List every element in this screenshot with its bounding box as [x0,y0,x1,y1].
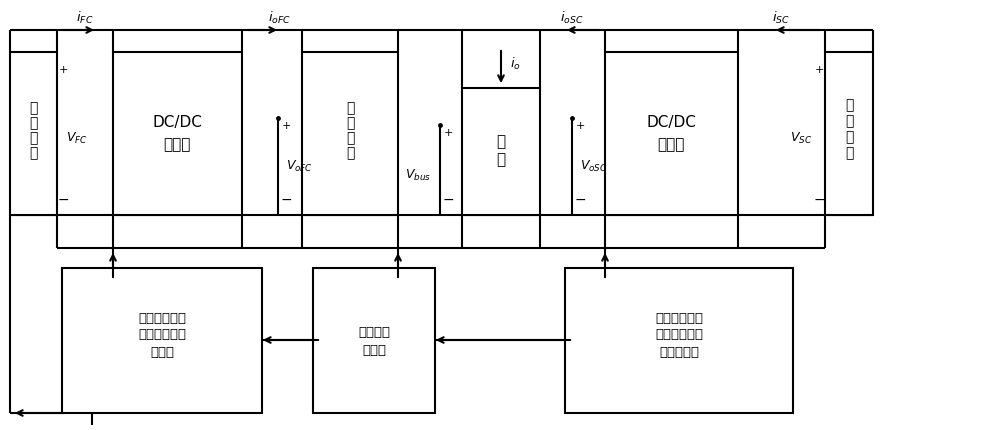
Text: $V_{bus}$: $V_{bus}$ [405,167,431,183]
Text: 下垂控制器: 下垂控制器 [659,345,699,359]
Text: 变换器: 变换器 [163,138,191,153]
Text: 载: 载 [496,153,506,168]
Text: 电: 电 [845,130,853,144]
Bar [313,268,435,413]
Text: −: − [57,193,69,207]
Text: 路: 路 [346,146,354,160]
Text: +: + [443,128,453,138]
Text: 卸荷电路: 卸荷电路 [358,326,390,338]
Text: 池: 池 [29,146,37,160]
Text: +: + [814,65,824,75]
Text: $i_{SC}$: $i_{SC}$ [772,10,790,26]
Bar [825,52,873,215]
Text: 容: 容 [845,146,853,160]
Text: −: − [813,193,825,207]
Text: +: + [281,121,291,131]
Text: $i_{FC}$: $i_{FC}$ [76,10,94,26]
Text: 料: 料 [29,116,37,130]
Text: 燃: 燃 [29,101,37,115]
Text: +: + [575,121,585,131]
Bar [605,52,738,215]
Text: −: − [574,193,586,207]
Text: 护的虚拟电容: 护的虚拟电容 [655,329,703,341]
Text: DC/DC: DC/DC [646,116,696,130]
Text: 变换器: 变换器 [657,138,685,153]
Text: 荷: 荷 [346,116,354,130]
Text: 负: 负 [496,135,506,150]
Text: 带过充过放保: 带过充过放保 [655,311,703,325]
Text: 控制器: 控制器 [362,344,386,356]
Bar [462,88,540,215]
Text: $V_{FC}$: $V_{FC}$ [66,130,88,145]
Text: −: − [442,193,454,207]
Text: DC/DC: DC/DC [152,116,202,130]
Text: 超: 超 [845,98,853,112]
Bar [302,52,398,215]
Bar [565,268,793,413]
Text: $V_{oSC}$: $V_{oSC}$ [580,158,608,174]
Text: $V_{oFC}$: $V_{oFC}$ [286,158,314,174]
Text: $V_{SC}$: $V_{SC}$ [790,130,812,145]
Text: −: − [280,193,292,207]
Text: $i_{oFC}$: $i_{oFC}$ [268,10,292,26]
Text: 电: 电 [346,131,354,145]
Text: +: + [58,65,68,75]
Text: $i_o$: $i_o$ [510,56,520,72]
Bar [62,268,262,413]
Text: $i_{oSC}$: $i_{oSC}$ [560,10,584,26]
Text: 虚拟电阻下垂: 虚拟电阻下垂 [138,329,186,341]
Bar [10,52,57,215]
Text: 控制器: 控制器 [150,345,174,359]
Text: 带电压补偿的: 带电压补偿的 [138,311,186,325]
Text: 电: 电 [29,131,37,145]
Text: 卸: 卸 [346,101,354,115]
Text: 级: 级 [845,114,853,128]
Bar [113,52,242,215]
